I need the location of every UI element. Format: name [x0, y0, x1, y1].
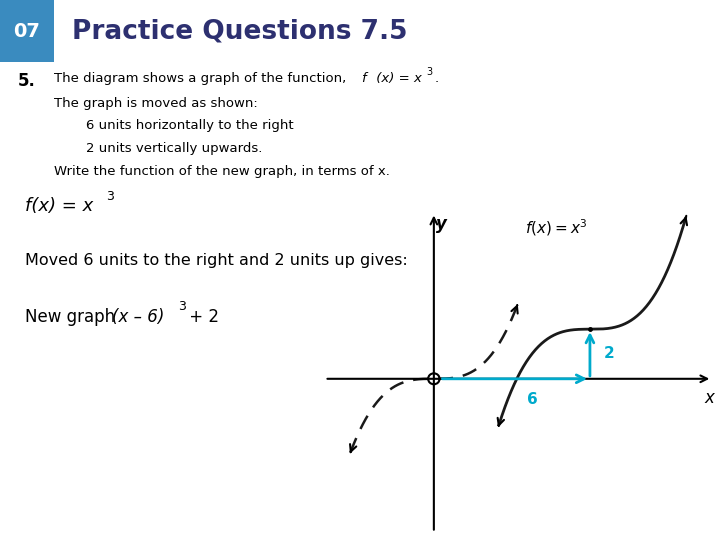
Text: 5.: 5. [18, 72, 36, 90]
Text: (x) = x: (x) = x [372, 72, 421, 85]
Text: Write the function of the new graph, in terms of x.: Write the function of the new graph, in … [54, 165, 390, 178]
Text: f: f [361, 72, 366, 85]
Text: New graph: New graph [25, 308, 120, 326]
Text: 3: 3 [107, 190, 114, 203]
Text: .: . [434, 72, 438, 85]
Text: y: y [436, 215, 446, 233]
Text: 2: 2 [604, 347, 615, 361]
Text: f(x) = x: f(x) = x [25, 197, 94, 215]
Text: 6 units horizontally to the right: 6 units horizontally to the right [86, 119, 294, 132]
Bar [0, 0, 54, 62]
Text: 2 units vertically upwards.: 2 units vertically upwards. [86, 141, 263, 154]
Text: x: x [705, 389, 714, 407]
Text: Moved 6 units to the right and 2 units up gives:: Moved 6 units to the right and 2 units u… [25, 253, 408, 268]
Text: 3: 3 [179, 300, 186, 313]
Text: The graph is moved as shown:: The graph is moved as shown: [54, 97, 258, 110]
Text: The diagram shows a graph of the function,: The diagram shows a graph of the functio… [54, 72, 351, 85]
Text: Practice Questions 7.5: Practice Questions 7.5 [72, 18, 408, 44]
Text: + 2: + 2 [184, 308, 220, 326]
Text: 6: 6 [527, 393, 538, 408]
Text: 07: 07 [14, 22, 40, 40]
Text: (x – 6): (x – 6) [112, 308, 164, 326]
Text: $f(x) = x^3$: $f(x) = x^3$ [525, 218, 588, 238]
Text: 3: 3 [426, 68, 433, 77]
